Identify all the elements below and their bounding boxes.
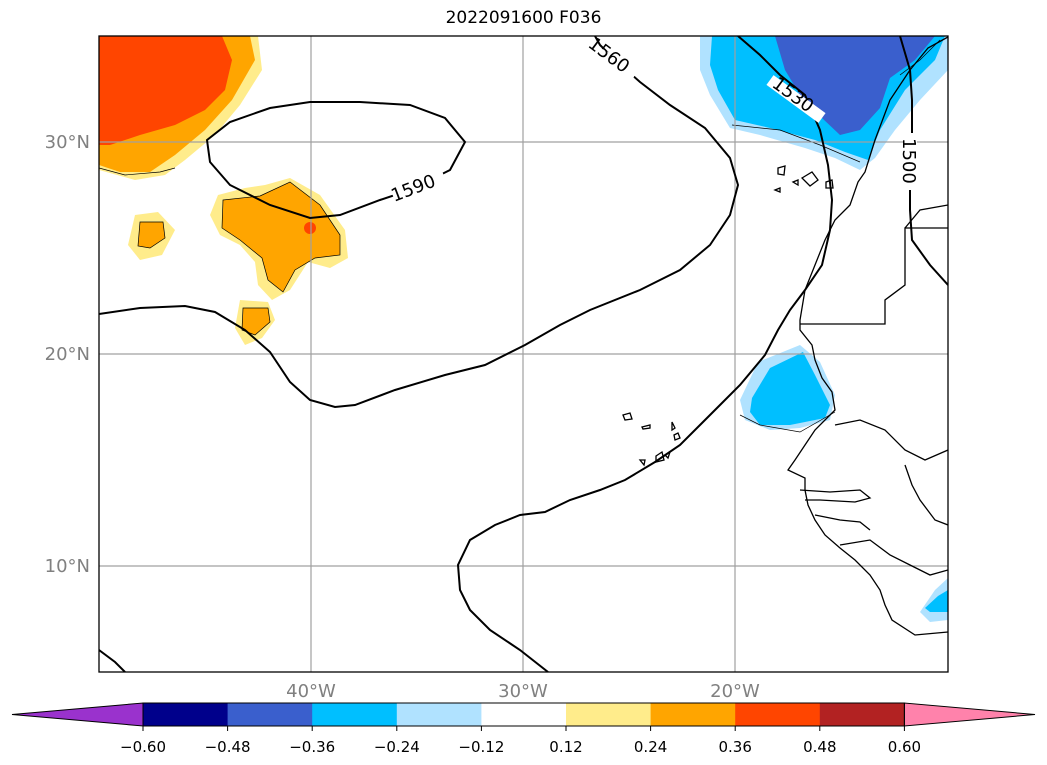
colorbar-extend-min	[11, 702, 144, 727]
lat-label-10n: 10°N	[45, 556, 90, 577]
lon-label-40w: 40°W	[286, 681, 336, 702]
colorbar-tick-label: −0.60	[120, 738, 166, 756]
colorbar-segment	[819, 703, 905, 726]
colorbar-segment	[312, 703, 398, 726]
contour-sw-corner	[99, 649, 126, 672]
colorbar-segment	[396, 703, 482, 726]
colorbar-tick-label: −0.12	[458, 738, 504, 756]
latitude-labels: 30°N 20°N 10°N	[45, 132, 90, 577]
lat-label-20n: 20°N	[45, 344, 90, 365]
colorbar-tick-label: 0.24	[634, 738, 667, 756]
colorbar-segment	[735, 703, 821, 726]
map-title: 2022091600 F036	[445, 8, 602, 28]
lat-label-30n: 30°N	[45, 132, 90, 153]
longitude-labels: 40°W 30°W 20°W	[286, 681, 760, 702]
colorbar-tick-label: 0.60	[888, 738, 921, 756]
colorbar-tick-label: 0.36	[718, 738, 751, 756]
height-contours	[99, 36, 948, 672]
anomaly-shading-central	[128, 178, 348, 345]
colorbar: −0.60 −0.48 −0.36 −0.24 −0.12 0.12 0.24 0.36 0.4…	[11, 702, 1036, 756]
colorbar-frame	[142, 702, 905, 727]
map-frame	[98, 35, 949, 673]
colorbar-tick-label: −0.24	[374, 738, 420, 756]
colorbar-tick-label: 0.48	[803, 738, 836, 756]
lon-label-20w: 20°W	[710, 681, 760, 702]
contour-1530	[456, 36, 834, 672]
contour-1590-closed	[205, 101, 467, 220]
colorbar-segment	[650, 703, 736, 726]
lon-label-30w: 30°W	[498, 681, 548, 702]
colorbar-segment	[227, 703, 313, 726]
colorbar-tick-label: −0.36	[289, 738, 335, 756]
anomaly-shading-northwest	[99, 36, 262, 180]
colorbar-segment	[143, 703, 229, 726]
colorbar-tick-label: −0.48	[205, 738, 251, 756]
graticule	[99, 36, 948, 672]
contour-label-1590: 1590	[388, 171, 438, 207]
colorbar-tick-label: 0.12	[549, 738, 582, 756]
contour-label-1500: 1500	[898, 138, 919, 184]
colorbar-segment	[481, 703, 567, 726]
colorbar-extend-max	[903, 702, 1036, 727]
contour-1560	[99, 36, 740, 409]
anomaly-shading-westafrica	[739, 345, 948, 622]
colorbar-segment	[566, 703, 652, 726]
